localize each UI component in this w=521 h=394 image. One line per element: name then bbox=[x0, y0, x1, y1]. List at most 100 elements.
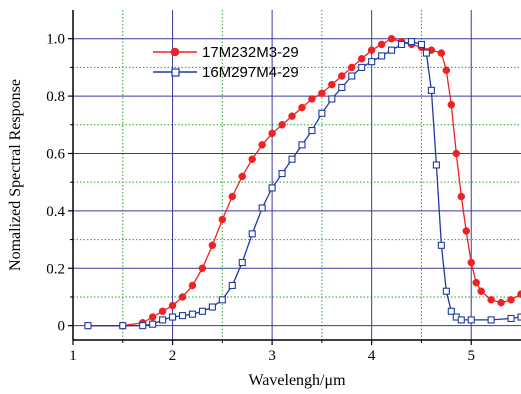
minor-grid bbox=[73, 10, 521, 340]
legend-marker-16M297M4-29 bbox=[171, 68, 180, 77]
data-point bbox=[298, 141, 306, 149]
series-layer bbox=[84, 34, 521, 330]
data-point bbox=[248, 155, 256, 163]
data-point bbox=[158, 307, 167, 316]
data-point bbox=[467, 316, 475, 324]
data-point bbox=[457, 192, 466, 201]
data-point bbox=[348, 63, 356, 72]
data-point bbox=[487, 296, 495, 304]
y-tick-label: 0.4 bbox=[46, 204, 65, 220]
plot-area bbox=[73, 10, 521, 340]
data-point bbox=[258, 141, 266, 149]
data-point bbox=[377, 40, 386, 49]
data-point bbox=[358, 63, 366, 71]
data-point bbox=[338, 72, 346, 80]
data-point bbox=[368, 58, 376, 66]
data-point bbox=[367, 46, 376, 54]
legend-label-16M297M4-29: 16M297M4-29 bbox=[202, 64, 299, 81]
data-point bbox=[497, 298, 505, 307]
data-point bbox=[178, 293, 187, 301]
y-tick-label: 0.6 bbox=[46, 146, 65, 162]
data-point bbox=[308, 95, 316, 103]
data-point bbox=[149, 320, 157, 328]
y-tick-label: 0 bbox=[58, 319, 66, 335]
data-point bbox=[169, 313, 177, 321]
data-point bbox=[188, 281, 197, 290]
x-tick-label: 2 bbox=[169, 348, 177, 364]
data-point bbox=[387, 34, 396, 43]
data-point bbox=[208, 303, 216, 311]
data-point bbox=[397, 40, 406, 48]
data-point bbox=[218, 296, 226, 304]
data-point bbox=[288, 112, 296, 120]
y-tick-label: 1.0 bbox=[46, 32, 65, 48]
data-point bbox=[318, 109, 326, 117]
data-point bbox=[432, 161, 440, 169]
data-point bbox=[328, 80, 336, 89]
data-point bbox=[338, 83, 346, 92]
data-point bbox=[188, 310, 197, 318]
data-point bbox=[477, 287, 485, 295]
data-point bbox=[119, 322, 127, 330]
data-point bbox=[238, 258, 246, 267]
data-point bbox=[268, 184, 276, 192]
data-point bbox=[139, 322, 147, 330]
x-tick-label: 1 bbox=[69, 348, 77, 364]
data-point bbox=[407, 38, 416, 46]
data-point bbox=[218, 215, 227, 224]
data-point bbox=[487, 316, 495, 324]
data-point bbox=[467, 258, 475, 267]
legend-label-17M232M3-29: 17M232M3-29 bbox=[202, 44, 299, 61]
data-point bbox=[248, 230, 256, 238]
tick-labels: 1 2 3 4 5 0 0.2 0.4 0.6 0.8 1.0 bbox=[46, 32, 475, 364]
data-point bbox=[198, 264, 207, 273]
data-point bbox=[238, 172, 246, 181]
x-axis-label: Wavelengh/μm bbox=[248, 372, 346, 389]
data-point bbox=[258, 204, 266, 212]
data-point bbox=[388, 46, 396, 54]
data-point bbox=[288, 155, 296, 163]
legend: 17M232M3-29 16M297M4-29 bbox=[153, 44, 299, 81]
data-point bbox=[198, 307, 206, 315]
data-point bbox=[517, 313, 521, 321]
data-point bbox=[462, 227, 470, 235]
data-point bbox=[422, 49, 430, 57]
data-point bbox=[447, 307, 455, 315]
plot-background bbox=[73, 10, 521, 340]
data-point bbox=[348, 72, 356, 80]
x-tick-label: 4 bbox=[368, 348, 376, 364]
data-point bbox=[442, 287, 450, 295]
data-point bbox=[84, 322, 92, 330]
data-point bbox=[308, 126, 316, 135]
data-point bbox=[357, 55, 366, 63]
y-tick-label: 0.8 bbox=[46, 89, 65, 105]
data-point bbox=[208, 241, 217, 250]
data-point bbox=[328, 95, 336, 103]
data-point bbox=[447, 100, 456, 109]
data-point bbox=[427, 86, 435, 94]
data-point bbox=[168, 301, 177, 310]
data-point bbox=[268, 129, 276, 138]
y-axis-label: Nomalized Spectral Response bbox=[7, 79, 24, 271]
data-point bbox=[318, 89, 326, 97]
data-point bbox=[472, 278, 480, 287]
data-point bbox=[178, 312, 187, 320]
data-point bbox=[452, 149, 461, 158]
data-point bbox=[417, 40, 425, 48]
data-point bbox=[507, 314, 515, 323]
tick-marks bbox=[68, 38, 472, 345]
data-point bbox=[457, 316, 465, 324]
data-point bbox=[228, 192, 237, 201]
x-tick-label: 3 bbox=[268, 348, 276, 364]
data-point bbox=[517, 290, 521, 298]
data-point bbox=[159, 316, 167, 324]
data-point bbox=[148, 313, 157, 321]
data-point bbox=[437, 241, 445, 249]
y-tick-label: 0.2 bbox=[46, 261, 65, 277]
x-tick-label: 5 bbox=[467, 348, 475, 364]
data-point bbox=[507, 296, 515, 304]
data-point bbox=[298, 103, 306, 112]
data-point bbox=[278, 170, 286, 178]
data-point bbox=[228, 281, 236, 290]
